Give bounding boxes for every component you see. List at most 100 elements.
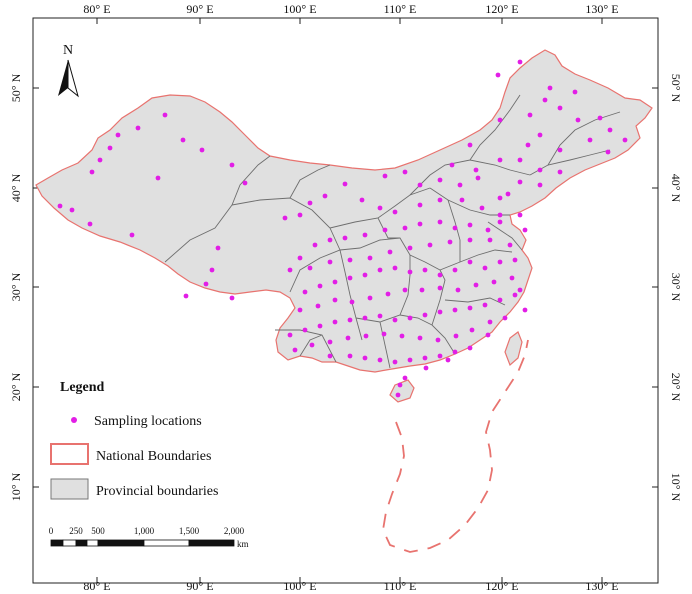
sampling-point bbox=[377, 205, 383, 211]
tick-label-right: 10° N bbox=[669, 473, 683, 502]
scale-label-1000: 1,000 bbox=[134, 526, 155, 536]
sampling-point bbox=[347, 353, 353, 359]
sampling-point bbox=[332, 279, 338, 285]
sampling-point bbox=[497, 157, 503, 163]
sampling-point bbox=[419, 287, 425, 293]
tick-label-left: 30° N bbox=[9, 272, 23, 301]
sampling-point bbox=[162, 112, 168, 118]
sampling-point bbox=[437, 309, 443, 315]
china-landmass bbox=[35, 49, 653, 373]
sampling-point bbox=[377, 357, 383, 363]
sampling-point bbox=[402, 375, 408, 381]
sampling-point bbox=[392, 317, 398, 323]
sampling-point bbox=[491, 279, 497, 285]
sampling-point bbox=[517, 157, 523, 163]
sampling-point bbox=[342, 181, 348, 187]
sampling-point bbox=[392, 209, 398, 215]
sampling-point bbox=[497, 195, 503, 201]
tick-label-left: 50° N bbox=[9, 73, 23, 102]
sampling-point bbox=[57, 203, 63, 209]
sampling-point bbox=[587, 137, 593, 143]
sampling-point bbox=[475, 175, 481, 181]
sampling-point bbox=[452, 349, 458, 355]
tick-label-top: 120° E bbox=[485, 2, 518, 16]
tick-label-top: 90° E bbox=[186, 2, 213, 16]
tick-label-top: 130° E bbox=[585, 2, 618, 16]
sampling-point bbox=[292, 347, 298, 353]
sampling-point bbox=[362, 272, 368, 278]
sampling-point bbox=[557, 169, 563, 175]
sampling-point bbox=[597, 115, 603, 121]
sampling-point bbox=[402, 225, 408, 231]
sampling-point bbox=[497, 297, 503, 303]
sampling-point bbox=[327, 339, 333, 345]
sampling-point bbox=[402, 287, 408, 293]
tick-label-right: 40° N bbox=[669, 174, 683, 203]
sampling-point bbox=[427, 242, 433, 248]
sampling-point bbox=[362, 315, 368, 321]
sampling-point bbox=[467, 305, 473, 311]
sampling-point bbox=[525, 142, 531, 148]
legend-title: Legend bbox=[60, 380, 105, 395]
sampling-point bbox=[209, 267, 215, 273]
sampling-point bbox=[459, 197, 465, 203]
sampling-point bbox=[497, 259, 503, 265]
tick-label-right: 50° N bbox=[669, 74, 683, 103]
sampling-point bbox=[437, 285, 443, 291]
sampling-point bbox=[407, 269, 413, 275]
sampling-point bbox=[517, 59, 523, 65]
sampling-point bbox=[282, 215, 288, 221]
sampling-point bbox=[607, 127, 613, 133]
sampling-point bbox=[327, 259, 333, 265]
provincial-boundaries bbox=[164, 94, 621, 369]
sampling-point bbox=[367, 255, 373, 261]
tick-label-left: 20° N bbox=[9, 372, 23, 401]
sampling-point bbox=[467, 345, 473, 351]
sampling-point bbox=[407, 315, 413, 321]
sampling-point bbox=[367, 295, 373, 301]
sampling-point bbox=[395, 392, 401, 398]
sampling-point bbox=[69, 207, 75, 213]
sampling-point bbox=[417, 202, 423, 208]
sampling-point bbox=[449, 162, 455, 168]
sampling-point bbox=[537, 167, 543, 173]
sampling-point bbox=[180, 137, 186, 143]
sampling-point bbox=[392, 265, 398, 271]
sampling-point bbox=[317, 283, 323, 289]
legend-label-provincial: Provincial boundaries bbox=[96, 484, 218, 499]
sampling-point bbox=[397, 382, 403, 388]
sampling-point bbox=[423, 365, 429, 371]
sampling-point bbox=[183, 293, 189, 299]
taiwan-island bbox=[504, 331, 523, 367]
sampling-point bbox=[342, 235, 348, 241]
sampling-point bbox=[87, 221, 93, 227]
tick-label-top: 110° E bbox=[384, 2, 417, 16]
sampling-point bbox=[89, 169, 95, 175]
sampling-point bbox=[215, 245, 221, 251]
south-china-sea-dashed-line bbox=[382, 339, 529, 553]
sampling-point bbox=[345, 335, 351, 341]
sampling-point bbox=[502, 315, 508, 321]
sampling-point bbox=[512, 257, 518, 263]
sampling-point bbox=[482, 302, 488, 308]
legend-provincial-box bbox=[50, 478, 89, 500]
tick-label-bottom: 110° E bbox=[384, 579, 417, 593]
sampling-point bbox=[129, 232, 135, 238]
sampling-point bbox=[242, 180, 248, 186]
tick-label-right: 20° N bbox=[669, 373, 683, 402]
sampling-point bbox=[505, 191, 511, 197]
sampling-point bbox=[497, 212, 503, 218]
sampling-point bbox=[407, 245, 413, 251]
sampling-point bbox=[203, 281, 209, 287]
sampling-point bbox=[507, 242, 513, 248]
tick-label-bottom: 120° E bbox=[485, 579, 518, 593]
sampling-point bbox=[537, 182, 543, 188]
sampling-point bbox=[417, 221, 423, 227]
tick-label-right: 30° N bbox=[669, 273, 683, 302]
sampling-point bbox=[467, 237, 473, 243]
scale-label-2000: 2,000 bbox=[224, 526, 245, 536]
sampling-point bbox=[522, 307, 528, 313]
tick-label-bottom: 130° E bbox=[585, 579, 618, 593]
sampling-point bbox=[135, 125, 141, 131]
sampling-point bbox=[302, 289, 308, 295]
